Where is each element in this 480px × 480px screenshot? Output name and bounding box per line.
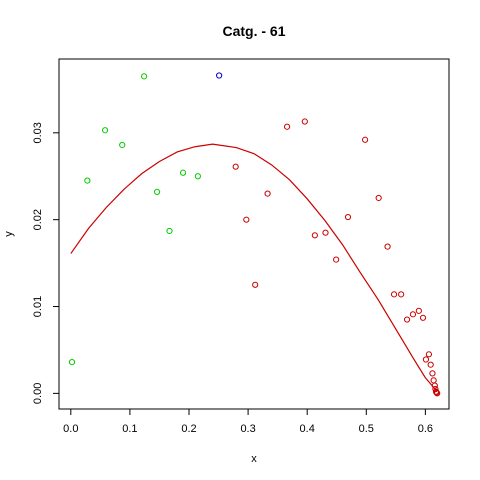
chart-title: Catg. - 61 xyxy=(222,23,285,39)
data-point-series-1 xyxy=(101,127,109,134)
x-axis-label: x xyxy=(251,453,257,465)
data-point-series-1 xyxy=(194,173,201,180)
data-point-series-3 xyxy=(243,216,250,223)
plot-frame xyxy=(58,58,450,410)
data-point-series-3 xyxy=(283,123,291,130)
data-point-series-3 xyxy=(232,163,239,170)
data-point-series-1 xyxy=(140,73,148,80)
data-point-series-3 xyxy=(390,291,398,298)
data-point-series-3 xyxy=(384,243,391,250)
data-point-series-1 xyxy=(68,359,76,366)
x-tick-label: 0.3 xyxy=(240,423,255,435)
data-point-series-3 xyxy=(264,190,271,197)
data-point-series-3 xyxy=(409,311,417,318)
data-point-series-3 xyxy=(252,281,259,288)
data-point-series-3 xyxy=(430,377,437,384)
data-point-series-3 xyxy=(322,229,329,236)
data-point-series-3 xyxy=(419,314,427,321)
data-point-series-3 xyxy=(361,136,369,143)
data-point-series-3 xyxy=(301,118,308,125)
data-point-series-3 xyxy=(434,390,441,397)
x-tick-label: 0.5 xyxy=(359,423,374,435)
x-tick-label: 0.1 xyxy=(122,423,137,435)
data-point-series-3 xyxy=(375,194,382,202)
x-tick-label: 0.0 xyxy=(63,423,78,435)
data-point-series-3 xyxy=(431,382,438,389)
data-point-series-3 xyxy=(333,256,340,263)
y-axis-label: y xyxy=(3,231,15,237)
data-point-series-3 xyxy=(311,232,318,239)
x-tick-label: 0.2 xyxy=(181,423,196,435)
y-tick-label: 0.03 xyxy=(32,122,44,143)
data-point-series-1 xyxy=(179,169,187,176)
fit-curve xyxy=(70,143,438,393)
data-point-series-3 xyxy=(425,351,433,358)
data-point-series-3 xyxy=(344,213,352,221)
data-point-series-3 xyxy=(398,291,405,298)
y-tick-label: 0.01 xyxy=(32,296,44,317)
data-point-series-3 xyxy=(429,370,436,377)
y-tick-label: 0.00 xyxy=(32,383,44,404)
data-point-series-3 xyxy=(415,307,422,314)
data-point-series-1 xyxy=(166,227,173,235)
y-tick-label: 0.02 xyxy=(32,209,44,230)
data-point-series-3 xyxy=(422,356,430,363)
fit-line-layer xyxy=(70,143,438,393)
y-axis: 0.00 0.01 0.02 0.03 xyxy=(32,122,59,404)
x-tick-label: 0.4 xyxy=(300,423,315,435)
x-tick-label: 0.6 xyxy=(418,423,433,435)
data-point-series-1 xyxy=(84,177,91,184)
data-point-series-3 xyxy=(403,316,411,323)
data-point-series-1 xyxy=(119,141,126,149)
data-point-series-1 xyxy=(153,188,161,195)
data-point-series-2 xyxy=(216,72,223,79)
x-axis: 0.0 0.1 0.2 0.3 0.4 0.5 0.6 xyxy=(63,409,433,435)
data-point-series-3 xyxy=(427,361,434,368)
points-layer xyxy=(68,72,441,397)
